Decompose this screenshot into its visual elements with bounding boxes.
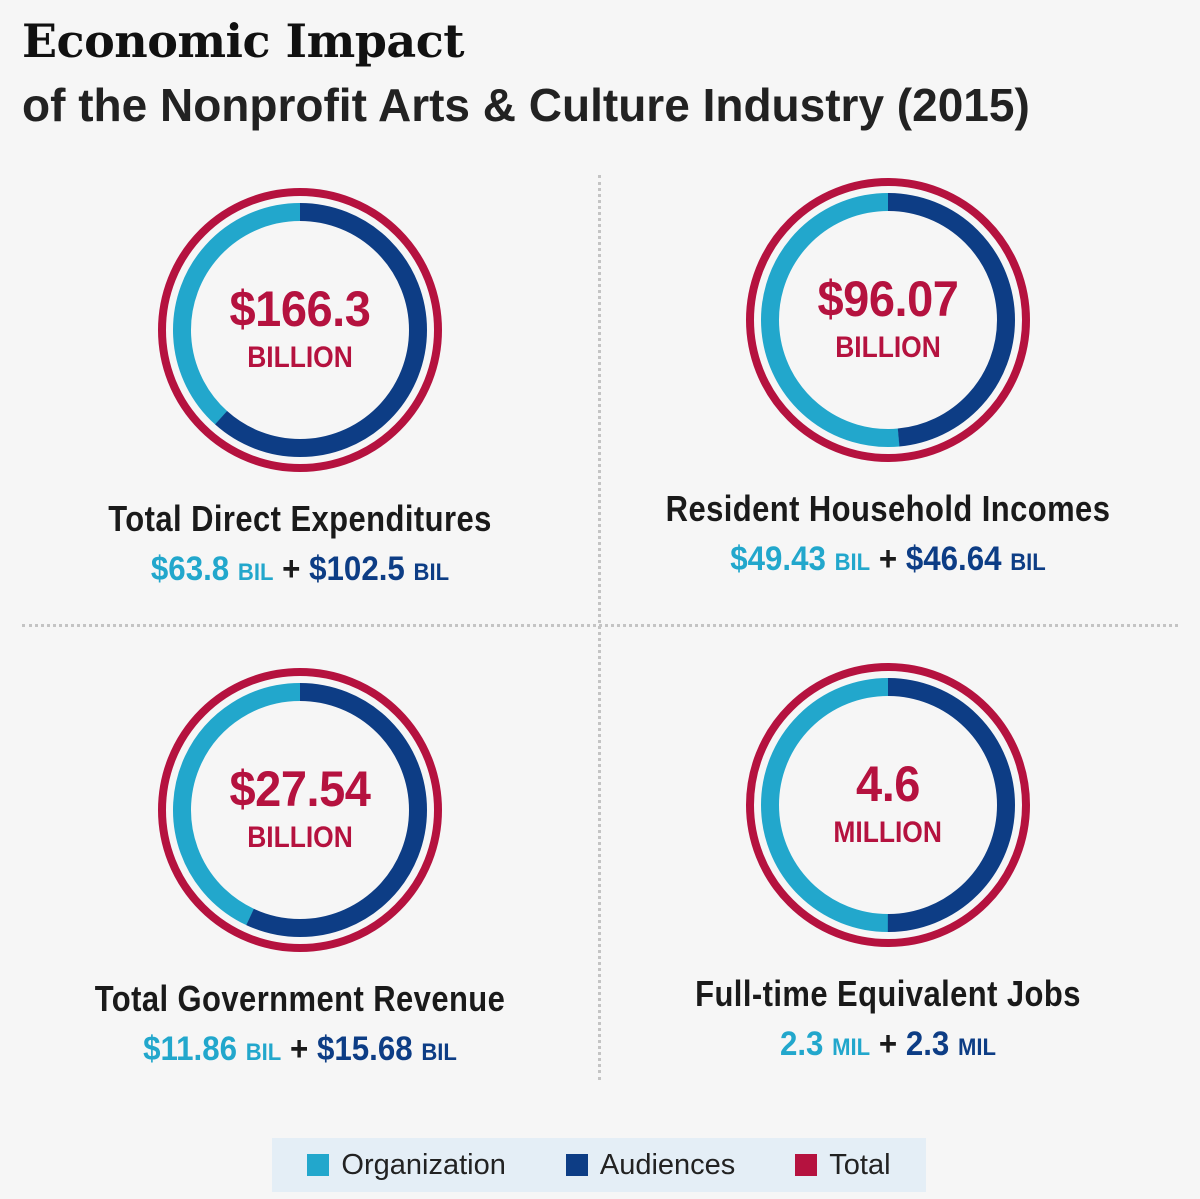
audiences-arc (173, 683, 427, 937)
donut-chart (158, 668, 442, 952)
audiences-unit: BIL (421, 1039, 457, 1066)
legend-swatch (307, 1154, 330, 1176)
audiences-value: $15.68 (316, 1030, 413, 1068)
total-value-display: $96.07 BILLION (748, 180, 1028, 460)
horizontal-divider (22, 624, 1178, 627)
total-value: $166.3 (229, 281, 371, 337)
breakdown: $11.86 BIL + $15.68 BIL (42, 1030, 557, 1069)
chart-title: Economic Impact (22, 14, 464, 68)
breakdown: $63.8 BIL + $102.5 BIL (42, 550, 557, 589)
total-ring (746, 178, 1030, 462)
organization-value: $49.43 (730, 540, 826, 578)
audiences-value: $102.5 (309, 550, 405, 588)
total-ring (158, 668, 442, 952)
organization-value: $11.86 (143, 1030, 238, 1068)
audiences-unit: BIL (413, 559, 450, 586)
audiences-unit: BIL (1010, 549, 1046, 576)
plus-sign: + (282, 550, 301, 588)
total-value: 4.6 (856, 756, 920, 812)
organization-unit: BIL (834, 549, 871, 576)
panel-title: Total Government Revenue (94, 978, 506, 1019)
breakdown: $49.43 BIL + $46.64 BIL (630, 540, 1145, 579)
organization-unit: BIL (237, 559, 274, 586)
panel-government-revenue: $27.54 BILLION Total Government Revenue … (20, 668, 580, 1110)
legend: Organization Audiences Total (272, 1138, 926, 1192)
audiences-value: 2.3 (905, 1025, 950, 1063)
total-unit: BILLION (247, 341, 353, 374)
total-value-display: $166.3 BILLION (160, 190, 440, 470)
legend-item-organization: Organization (307, 1148, 506, 1182)
total-unit: BILLION (835, 331, 941, 364)
audiences-unit: MIL (958, 1034, 997, 1061)
legend-swatch (565, 1154, 588, 1176)
plus-sign: + (289, 1030, 309, 1068)
total-value: $96.07 (817, 271, 959, 327)
legend-item-audiences: Audiences (565, 1148, 736, 1182)
vertical-divider (598, 175, 601, 1080)
total-unit: BILLION (247, 821, 353, 854)
chart-subtitle: of the Nonprofit Arts & Culture Industry… (22, 79, 1030, 131)
panel-title: Total Direct Expenditures (108, 498, 492, 539)
legend-swatch (795, 1154, 818, 1176)
panel-household-incomes: $96.07 BILLION Resident Household Income… (608, 178, 1168, 620)
panel-title: Full-time Equivalent Jobs (695, 973, 1081, 1014)
legend-label: Organization (341, 1148, 506, 1181)
legend-item-total: Total (795, 1148, 891, 1182)
plus-sign: + (878, 1025, 898, 1063)
total-value-display: $27.54 BILLION (160, 670, 440, 950)
audiences-arc (173, 203, 427, 457)
organization-unit: BIL (245, 1039, 282, 1066)
audiences-arc (761, 193, 1015, 447)
total-ring (158, 188, 442, 472)
total-unit: MILLION (833, 816, 943, 849)
donut-chart (158, 188, 442, 472)
total-value: $27.54 (229, 761, 371, 817)
organization-value: 2.3 (779, 1025, 824, 1063)
total-ring (746, 663, 1030, 947)
plus-sign: + (878, 540, 898, 578)
total-value-display: 4.6 MILLION (748, 665, 1028, 945)
organization-unit: MIL (832, 1034, 871, 1061)
panel-title: Resident Household Incomes (665, 488, 1111, 529)
breakdown: 2.3 MIL + 2.3 MIL (630, 1025, 1145, 1064)
panel-fte-jobs: 4.6 MILLION Full-time Equivalent Jobs 2.… (608, 663, 1168, 1105)
legend-label: Total (829, 1148, 891, 1181)
legend-label: Audiences (599, 1148, 736, 1181)
audiences-arc (761, 678, 1015, 932)
donut-chart (746, 178, 1030, 462)
organization-value: $63.8 (150, 550, 230, 588)
donut-chart (746, 663, 1030, 947)
panel-direct-expenditures: $166.3 BILLION Total Direct Expenditures… (20, 188, 580, 630)
audiences-value: $46.64 (905, 540, 1002, 578)
